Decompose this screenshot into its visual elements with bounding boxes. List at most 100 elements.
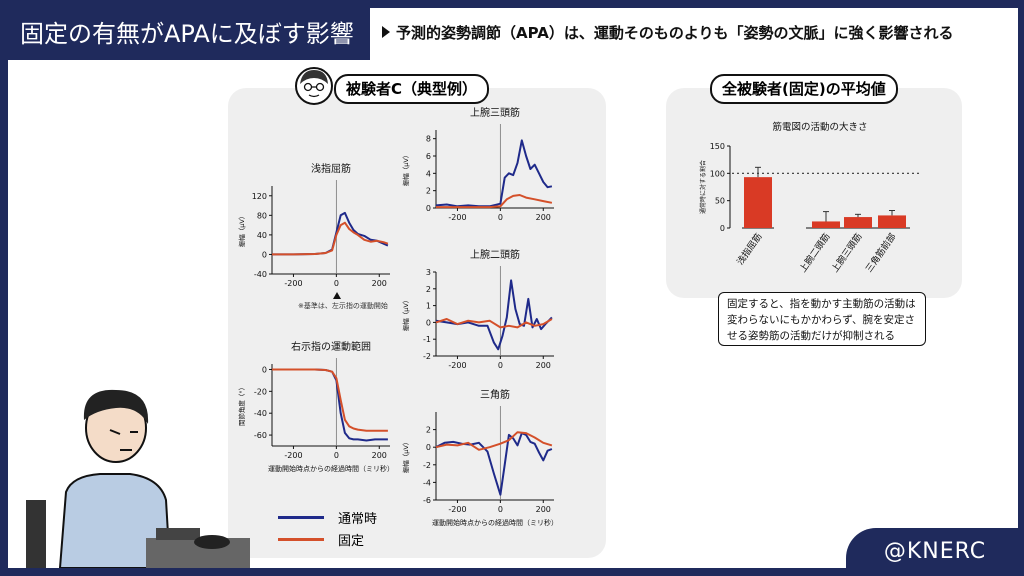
fds-chart: 浅指屈筋 -40 0 40 80 120 -200 0 200 振幅（μV） <box>237 162 390 288</box>
fds-xtick-label: 200 <box>372 279 387 288</box>
average-label: 全被験者(固定)の平均値 <box>710 74 898 104</box>
frame-right <box>1018 0 1024 576</box>
fds-xtick-label: 0 <box>334 279 339 288</box>
deltoid-series-fixed <box>435 431 553 451</box>
fds-series-fixed <box>272 221 389 256</box>
fds-xtick-label: -200 <box>284 279 302 288</box>
person-illustration <box>26 389 250 568</box>
right-panel <box>666 88 962 298</box>
fds-ytick-label: 120 <box>252 192 267 201</box>
avg-bar-ytick-label: 150 <box>710 142 725 151</box>
biceps-xtick-label: 200 <box>536 361 551 370</box>
fds-title: 浅指屈筋 <box>311 162 351 175</box>
avg-bar-0 <box>744 177 772 228</box>
legend-label-normal: 通常時 <box>338 511 378 527</box>
left-panel <box>228 88 606 558</box>
avg-bar-ytick-label: 0 <box>720 224 725 233</box>
avg-bar-ytick-label: 50 <box>715 197 725 206</box>
biceps-xtick-label: 0 <box>498 361 503 370</box>
avg-bar-ylabel: 通常時に対する割合 <box>699 160 707 214</box>
triangle-bullet-icon <box>382 26 390 38</box>
frame-bottom <box>0 568 1024 576</box>
biceps-xtick-label: -200 <box>448 361 466 370</box>
onset-marker-icon <box>333 292 341 299</box>
triceps-ytick-label: 0 <box>426 204 431 213</box>
reference-note: ※基準は、左示指の運動開始 <box>298 301 388 310</box>
triceps-series-fixed <box>436 194 553 209</box>
fds-ytick-label: -40 <box>254 270 267 279</box>
slide-subtitle: 予測的姿勢調節（APA）は、運動そのものよりも「姿勢の文脈」に強く影響される <box>382 22 954 43</box>
avg-bar-2 <box>844 217 872 228</box>
finger_range-xlabel: 運動開始時点からの経過時間（ミリ秒） <box>268 464 394 473</box>
legend-swatch-normal <box>278 515 324 519</box>
finger_range-ytick-label: -40 <box>254 409 267 418</box>
finger_range-xtick-label: 200 <box>372 451 387 460</box>
biceps-series-fixed <box>435 318 553 329</box>
deltoid-ylabel: 振幅（μV） <box>401 439 410 474</box>
finger_range-ylabel: 関節角度（°） <box>237 384 246 426</box>
fds-ytick-label: 40 <box>257 231 267 240</box>
finger_range-series-fixed <box>272 368 388 432</box>
finger_range-ytick-label: 0 <box>262 365 267 374</box>
biceps-ytick-label: 2 <box>426 285 431 294</box>
triceps-ytick-label: 8 <box>426 135 431 144</box>
deltoid-title: 三角筋 <box>480 388 510 401</box>
avg-bar-category-1: 上腕二頭筋 <box>797 231 833 275</box>
finger_range-ytick-label: -20 <box>254 387 267 396</box>
legend-item-normal: 通常時 <box>278 506 377 528</box>
deltoid-ytick-label: 0 <box>426 443 431 452</box>
triceps-ytick-label: 6 <box>426 152 431 161</box>
subject-avatar-icon <box>295 67 333 105</box>
fds-ytick-label: 80 <box>257 211 267 220</box>
legend-item-fixed: 固定 <box>278 528 377 550</box>
avg-bar-ytick-label: 100 <box>710 169 725 178</box>
triceps-xtick-label: 200 <box>536 213 551 222</box>
callout-box: 固定すると、指を動かす主動筋の活動は変わらないにもかかわらず、腕を安定させる姿勢… <box>718 292 926 346</box>
biceps-ylabel: 振幅（μV） <box>401 297 410 332</box>
avg-bar-category-0: 浅指屈筋 <box>734 231 764 267</box>
legend-swatch-fixed <box>278 537 324 541</box>
brand-badge: @KNERC <box>846 528 1024 576</box>
biceps-title: 上腕二頭筋 <box>470 248 520 261</box>
subtitle-text: 予測的姿勢調節（APA）は、運動そのものよりも「姿勢の文脈」に強く影響される <box>396 24 954 42</box>
finger_range-xtick-label: -200 <box>284 451 302 460</box>
deltoid-xtick-label: 200 <box>536 505 551 514</box>
deltoid-ytick-label: 2 <box>426 426 431 435</box>
triceps-ytick-label: 2 <box>426 187 431 196</box>
subject-label: 被験者C（典型例） <box>334 74 490 104</box>
fds-series-normal <box>272 211 389 256</box>
deltoid-chart: 三角筋 -6 -4 -2 0 2 -200 0 200 振幅（μV） 運動開始時点からの経過時間（ミ… <box>401 388 558 527</box>
biceps-chart: 上腕二頭筋 -2 -1 0 1 2 3 -200 0 200 振幅（μV） <box>401 248 554 370</box>
deltoid-ytick-label: -6 <box>423 496 431 505</box>
avg-bar-title: 筋電図の活動の大きさ <box>772 121 867 133</box>
avg-bar-1 <box>812 221 840 228</box>
fds-ylabel: 振幅（μV） <box>237 213 246 248</box>
avg-bar-category-2: 上腕三頭筋 <box>829 231 865 275</box>
deltoid-ytick-label: -4 <box>423 478 431 487</box>
fds-ytick-label: 0 <box>262 250 267 259</box>
avg-bar-3 <box>878 215 906 228</box>
finger_range-title: 右示指の運動範囲 <box>291 340 371 353</box>
triceps-series-normal <box>435 139 553 208</box>
deltoid-series-normal <box>435 432 553 496</box>
biceps-ytick-label: 3 <box>426 268 431 277</box>
deltoid-xtick-label: -200 <box>448 505 466 514</box>
biceps-ytick-label: 1 <box>426 302 431 311</box>
frame-top <box>0 0 1024 8</box>
triceps-ylabel: 振幅（μV） <box>401 152 410 187</box>
biceps-series-normal <box>435 279 553 351</box>
triceps-xtick-label: 0 <box>498 213 503 222</box>
deltoid-xtick-label: 0 <box>498 505 503 514</box>
legend-label-fixed: 固定 <box>338 533 365 549</box>
biceps-ytick-label: -2 <box>423 352 431 361</box>
legend: 通常時 固定 <box>278 506 377 550</box>
frame-left <box>0 0 8 576</box>
avg-bar-category-3: 三角筋前部 <box>863 231 899 275</box>
slide-title: 固定の有無がAPAに及ぼす影響 <box>8 8 370 60</box>
biceps-ytick-label: -1 <box>423 335 431 344</box>
finger_range-ytick-label: -60 <box>254 431 267 440</box>
triceps-ytick-label: 4 <box>426 169 431 178</box>
finger_range-chart: 右示指の運動範囲-60-40-200-200 0 200関節角度（°）運動開始時点か… <box>237 340 394 473</box>
